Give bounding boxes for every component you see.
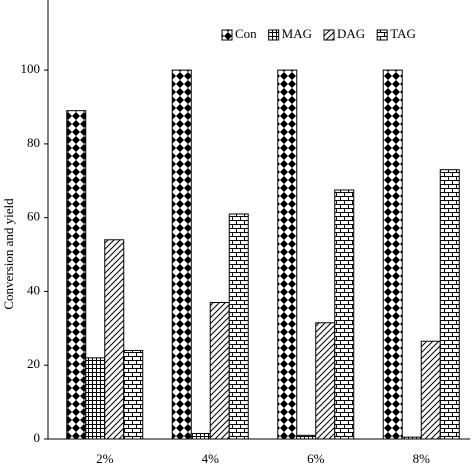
bar xyxy=(277,69,298,440)
bar xyxy=(209,302,230,440)
bar xyxy=(85,357,106,440)
bar xyxy=(123,349,144,440)
legend-swatch xyxy=(268,29,280,41)
legend-swatch xyxy=(323,29,335,41)
bar xyxy=(66,110,87,440)
x-tick-label: 6% xyxy=(307,451,325,466)
y-tick-label: 40 xyxy=(27,282,40,297)
legend-label: Con xyxy=(235,26,257,41)
legend-label: TAG xyxy=(390,26,416,41)
x-tick-label: 2% xyxy=(96,451,114,466)
x-tick-label: 4% xyxy=(202,451,220,466)
bar xyxy=(439,169,460,440)
bar xyxy=(190,432,211,440)
y-axis-label: Conversion and yield xyxy=(1,198,16,310)
y-tick-label: 0 xyxy=(34,430,41,445)
bar xyxy=(104,239,125,440)
bar xyxy=(171,69,192,440)
y-tick-label: 60 xyxy=(27,209,40,224)
bar xyxy=(315,322,336,440)
legend-label: MAG xyxy=(282,26,312,41)
y-tick-label: 100 xyxy=(21,61,41,76)
bar xyxy=(334,189,355,440)
bar xyxy=(420,340,441,440)
y-tick-label: 80 xyxy=(27,135,40,150)
bar xyxy=(382,69,403,440)
bar xyxy=(296,434,317,440)
legend-label: DAG xyxy=(337,26,365,41)
x-tick-label: 8% xyxy=(413,451,431,466)
legend-swatch xyxy=(221,29,233,41)
bar xyxy=(228,213,249,440)
legend-swatch xyxy=(376,29,388,41)
y-tick-label: 20 xyxy=(27,356,40,371)
